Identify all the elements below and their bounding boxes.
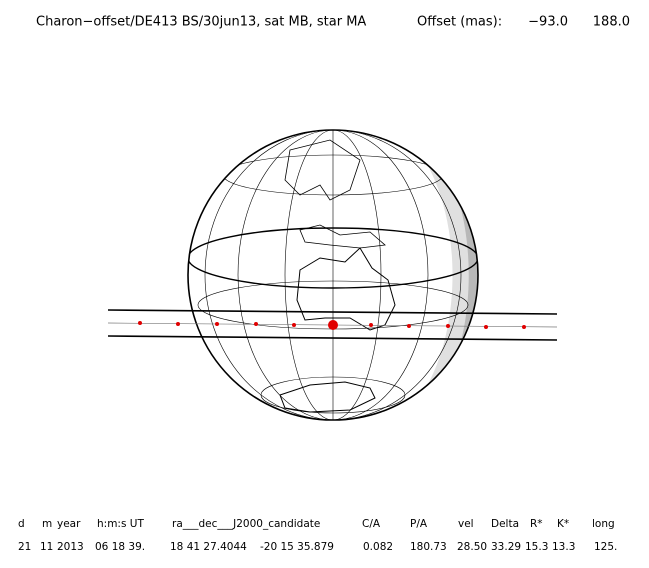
column-header: ra___dec___J2000_candidate	[172, 518, 320, 530]
column-header: long	[592, 518, 615, 530]
table-cell: 11	[40, 541, 53, 553]
occultation-path	[107, 309, 558, 341]
title: Charon−offset/DE413 BS/30jun13, sat MB, …	[36, 15, 366, 30]
globe	[187, 129, 479, 421]
table-cell: 18 41 27.4044	[170, 541, 247, 553]
column-header: C/A	[362, 518, 381, 530]
column-header: K*	[557, 518, 569, 530]
table: d m year h:m:s UT ra___dec___J2000_candidate…	[18, 518, 617, 553]
table-cell: 21	[18, 541, 31, 553]
table-cell: 2013	[57, 541, 84, 553]
table-cell: 13.3	[552, 541, 575, 553]
table-cell: 28.50	[457, 541, 487, 553]
table-cell: 125.	[594, 541, 617, 553]
offset-value: 188.0	[593, 15, 630, 30]
column-header: R*	[530, 518, 543, 530]
table-cell: 06 18 39.	[95, 541, 145, 553]
table-cell: 180.73	[410, 541, 447, 553]
table-cell: 33.29	[491, 541, 521, 553]
table-cell: 0.082	[363, 541, 393, 553]
column-header: P/A	[410, 518, 428, 530]
offset-value: −93.0	[528, 15, 568, 30]
column-header: year	[57, 518, 81, 530]
table-cell: 15.3	[525, 541, 548, 553]
column-header: Delta	[491, 518, 519, 530]
column-header: vel	[458, 518, 474, 530]
column-header: d	[18, 518, 25, 530]
offset-label: Offset (mas):	[417, 15, 502, 30]
column-header: m	[42, 518, 52, 530]
table-cell: -20 15 35.879	[260, 541, 334, 553]
column-header: h:m:s UT	[97, 518, 144, 530]
